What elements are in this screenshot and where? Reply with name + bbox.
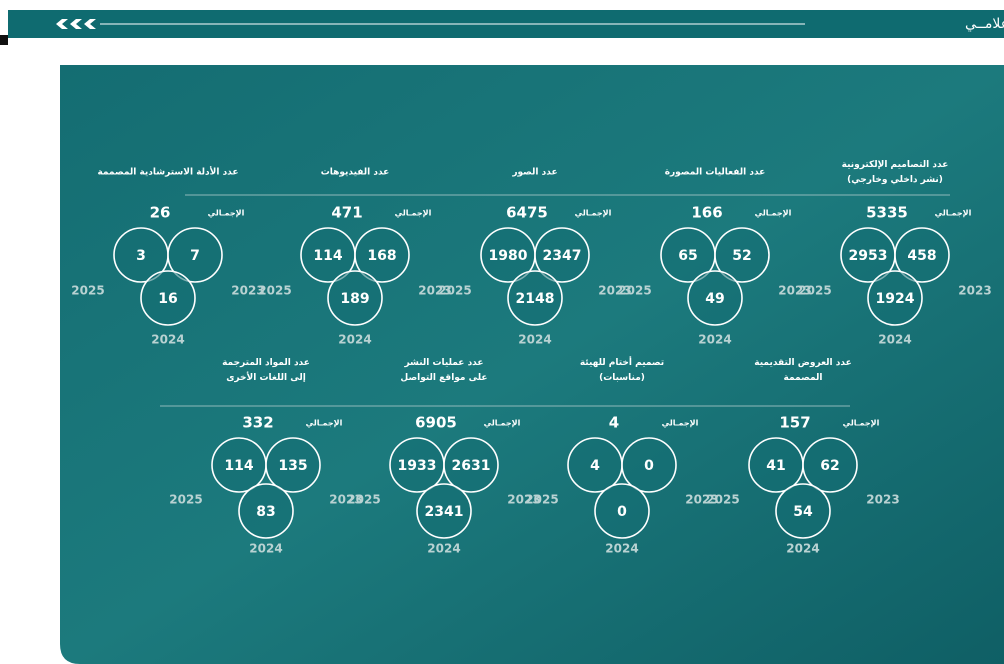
total-value: 6475: [506, 204, 548, 222]
total-value: 4: [609, 414, 619, 432]
total-label: الإجمـالي: [306, 419, 343, 428]
circle-value: 52: [732, 248, 751, 264]
circle-value: 1924: [876, 291, 915, 307]
circle-value: 54: [793, 504, 813, 520]
total-value: 332: [242, 414, 273, 432]
total-label: الإجمـالي: [755, 209, 792, 218]
total-value: 6905: [415, 414, 457, 432]
year-label: 2024: [518, 333, 551, 347]
circle-value: 2631: [452, 458, 491, 474]
circle-value: 2148: [516, 291, 555, 307]
total-value: 471: [331, 204, 362, 222]
year-label: 2024: [698, 333, 731, 347]
circle-value: 0: [617, 504, 627, 520]
year-label: 2023: [778, 284, 811, 298]
circle-value: 16: [158, 291, 177, 307]
circle-value: 1980: [489, 248, 528, 264]
total-label: الإجمـالي: [662, 419, 699, 428]
year-label: 2023: [507, 493, 540, 507]
year-label: 2025: [71, 284, 104, 298]
year-label: 2024: [249, 542, 282, 556]
year-label: 2023: [598, 284, 631, 298]
circle-value: 2341: [425, 504, 464, 520]
group-title: عدد الفيديوهات: [321, 168, 390, 178]
circle-value: 0: [644, 458, 654, 474]
group-title: عدد الفعاليات المصورة: [665, 168, 766, 178]
circle-value: 2347: [543, 248, 582, 264]
year-label: 2023: [685, 493, 718, 507]
total-label: الإجمـالي: [484, 419, 521, 428]
circle-value: 7: [190, 248, 200, 264]
group-title: تصميم أختام للهيئة: [580, 356, 664, 368]
total-value: 166: [691, 204, 722, 222]
corner-mark: [0, 35, 8, 45]
circle-value: 4: [590, 458, 600, 474]
year-label: 2023: [329, 493, 362, 507]
year-label: 2023: [418, 284, 451, 298]
circle-value: 458: [907, 248, 936, 264]
year-label: 2024: [878, 333, 911, 347]
total-value: 26: [150, 204, 171, 222]
circle-value: 83: [256, 504, 275, 520]
group-title: عدد عمليات النشر: [403, 358, 483, 368]
circle-value: 189: [340, 291, 369, 307]
group-title: على مواقع التواصل: [400, 373, 487, 383]
group-title: عدد المواد المترجمة: [222, 358, 310, 368]
year-label: 2024: [338, 333, 371, 347]
circle-value: 62: [820, 458, 839, 474]
group-title: (مناسبات): [599, 373, 645, 383]
circle-value: 114: [313, 248, 342, 264]
circle-value: 41: [766, 458, 785, 474]
circle-value: 65: [678, 248, 697, 264]
group-title: عدد التصاميم الإلكترونية: [842, 160, 949, 170]
year-label: 2023: [958, 284, 991, 298]
group-title: عدد العروض التقديمية: [754, 358, 851, 368]
total-label: الإجمـالي: [575, 209, 612, 218]
total-value: 157: [779, 414, 810, 432]
header-icon: [56, 19, 96, 29]
circle-value: 168: [367, 248, 396, 264]
page: مركــز أثـــر الإعلامــي عدد التصاميم ال…: [0, 0, 1004, 664]
year-label: 2024: [427, 542, 460, 556]
group-title: إلى اللغات الأخرى: [226, 371, 306, 383]
group-title: (نشر داخلي وخارجي): [847, 175, 943, 185]
group-title: المصممة: [784, 373, 823, 383]
circle-value: 114: [224, 458, 253, 474]
group-title: عدد الأدلة الاسترشادية المصممة: [97, 166, 238, 178]
panel: [60, 65, 1004, 664]
total-label: الإجمـالي: [208, 209, 245, 218]
total-label: الإجمـالي: [843, 419, 880, 428]
circle-value: 3: [136, 248, 146, 264]
year-label: 2023: [866, 493, 899, 507]
group-title: عدد الصور: [511, 168, 557, 178]
circle-value: 1933: [398, 458, 437, 474]
total-value: 5335: [866, 204, 908, 222]
year-label: 2024: [605, 542, 638, 556]
circle-value: 2953: [849, 248, 888, 264]
year-label: 2023: [231, 284, 264, 298]
circle-value: 135: [278, 458, 307, 474]
year-label: 2024: [786, 542, 819, 556]
year-label: 2024: [151, 333, 184, 347]
year-label: 2025: [169, 493, 202, 507]
header-title: مركــز أثـــر الإعلامــي: [965, 14, 1004, 32]
circle-value: 49: [705, 291, 724, 307]
total-label: الإجمـالي: [395, 209, 432, 218]
total-label: الإجمـالي: [935, 209, 972, 218]
